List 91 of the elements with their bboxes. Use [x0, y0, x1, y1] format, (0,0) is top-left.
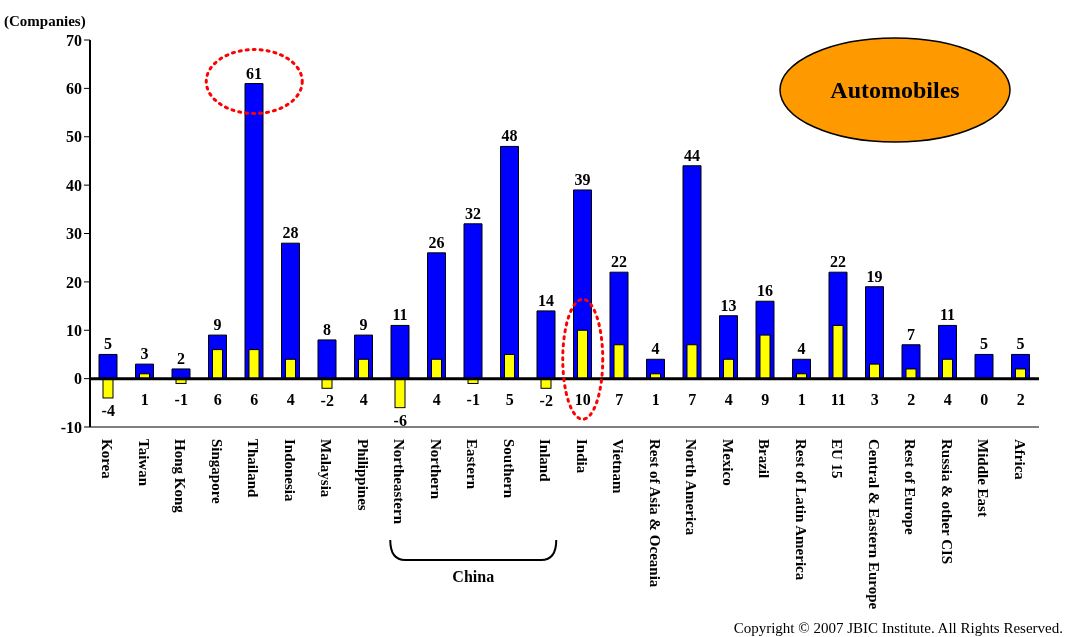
y-tick-label: 60	[66, 80, 82, 98]
data-label: -4	[101, 401, 115, 419]
data-label: 4	[286, 390, 295, 408]
x-tick-label: Southern	[500, 439, 517, 499]
data-label: 5	[104, 335, 112, 353]
data-label: 4	[797, 340, 806, 358]
x-tick-label: Indonesia	[281, 439, 298, 503]
data-label: 32	[465, 204, 481, 222]
data-label: 2	[907, 390, 916, 408]
data-label: 61	[246, 64, 262, 82]
x-tick-label: Vietnam	[610, 439, 627, 494]
x-tick-label: Singapore	[208, 439, 225, 505]
data-label: 16	[757, 282, 773, 300]
data-label: 11	[830, 390, 846, 408]
y-tick-label: 20	[66, 273, 82, 291]
data-label: 9	[213, 316, 222, 334]
data-label: -6	[393, 411, 407, 429]
x-tick-label: Mexico	[719, 439, 736, 486]
data-label: 7	[615, 390, 624, 408]
data-label: 7	[907, 325, 915, 343]
data-label: 4	[359, 390, 368, 408]
x-tick-label: Africa	[1011, 439, 1028, 481]
data-label: 2	[1016, 390, 1025, 408]
x-tick-label: Taiwan	[135, 439, 152, 487]
x-tick-label: Central & Eastern Europe	[865, 439, 882, 610]
data-label: 7	[688, 390, 697, 408]
data-label: 13	[720, 296, 737, 314]
data-label: 6	[213, 390, 222, 408]
data-label: 39	[574, 170, 591, 188]
x-tick-label: Middle East	[975, 439, 992, 517]
data-label: 0	[980, 390, 989, 408]
data-label: 5	[980, 335, 988, 353]
x-tick-label: Northeastern	[391, 439, 408, 525]
data-label: 9	[359, 316, 368, 334]
x-tick-label: Rest of Europe	[902, 439, 919, 535]
data-label: 28	[282, 224, 299, 242]
y-tick-label: 40	[66, 176, 82, 194]
data-label: 2	[177, 349, 185, 367]
x-tick-label: Thailand	[245, 439, 262, 499]
y-tick-label: 50	[66, 128, 82, 146]
x-tick-label: Rest of Latin America	[792, 439, 809, 581]
data-label: 44	[684, 146, 700, 164]
x-tick-label: Malaysia	[318, 439, 335, 498]
x-tick-label: Hong Kong	[172, 439, 189, 514]
data-label: 26	[428, 233, 445, 251]
x-tick-label: Rest of Asia & Oceania	[646, 439, 663, 588]
data-label: 19	[866, 267, 883, 285]
text: Automobiles	[830, 77, 960, 103]
data-label: 3	[870, 390, 879, 408]
data-label: 10	[574, 390, 591, 408]
data-label: -1	[174, 390, 188, 408]
data-label: 1	[797, 390, 806, 408]
data-label: 4	[432, 390, 441, 408]
data-label: 1	[651, 390, 660, 408]
data-label: 48	[501, 127, 518, 145]
data-label: -2	[539, 392, 553, 410]
data-label: -1	[466, 390, 480, 408]
data-label: 4	[724, 390, 733, 408]
data-label: 5	[505, 390, 514, 408]
x-tick-label: Korea	[99, 439, 116, 480]
data-label: 4	[943, 390, 952, 408]
y-tick-label: 30	[66, 225, 82, 243]
data-label: 14	[538, 291, 554, 309]
data-label: 11	[939, 306, 956, 324]
x-tick-label: Northern	[427, 439, 444, 500]
x-tick-label: Brazil	[756, 439, 773, 479]
text: Copyright © 2007 JBIC Institute. All Rights Reserved.	[733, 620, 1063, 636]
data-label: 22	[830, 253, 846, 271]
data-label: 6	[250, 390, 259, 408]
text: China	[452, 568, 495, 585]
y-tick-label: 10	[66, 321, 82, 339]
x-tick-label: EU 15	[829, 439, 846, 479]
y-axis-title: (Companies)	[4, 13, 86, 30]
data-label: 3	[140, 345, 149, 363]
x-tick-label: North America	[683, 439, 700, 536]
data-label: 11	[392, 306, 408, 324]
data-label: 9	[761, 390, 770, 408]
y-tick-label: 0	[74, 370, 82, 388]
y-tick-label: 70	[66, 31, 82, 49]
data-label: 8	[323, 320, 331, 338]
data-label: -2	[320, 392, 334, 410]
x-tick-label: Philippines	[354, 439, 371, 511]
y-tick-label: -10	[60, 418, 82, 436]
data-label: 1	[140, 390, 149, 408]
x-tick-label: Inland	[537, 439, 554, 483]
x-tick-label: Russia & other CIS	[938, 439, 955, 565]
data-label: 22	[611, 253, 627, 271]
data-label: 5	[1016, 335, 1025, 353]
data-label: 4	[651, 340, 660, 358]
x-tick-label: India	[573, 439, 590, 474]
x-tick-label: Eastern	[464, 439, 481, 490]
